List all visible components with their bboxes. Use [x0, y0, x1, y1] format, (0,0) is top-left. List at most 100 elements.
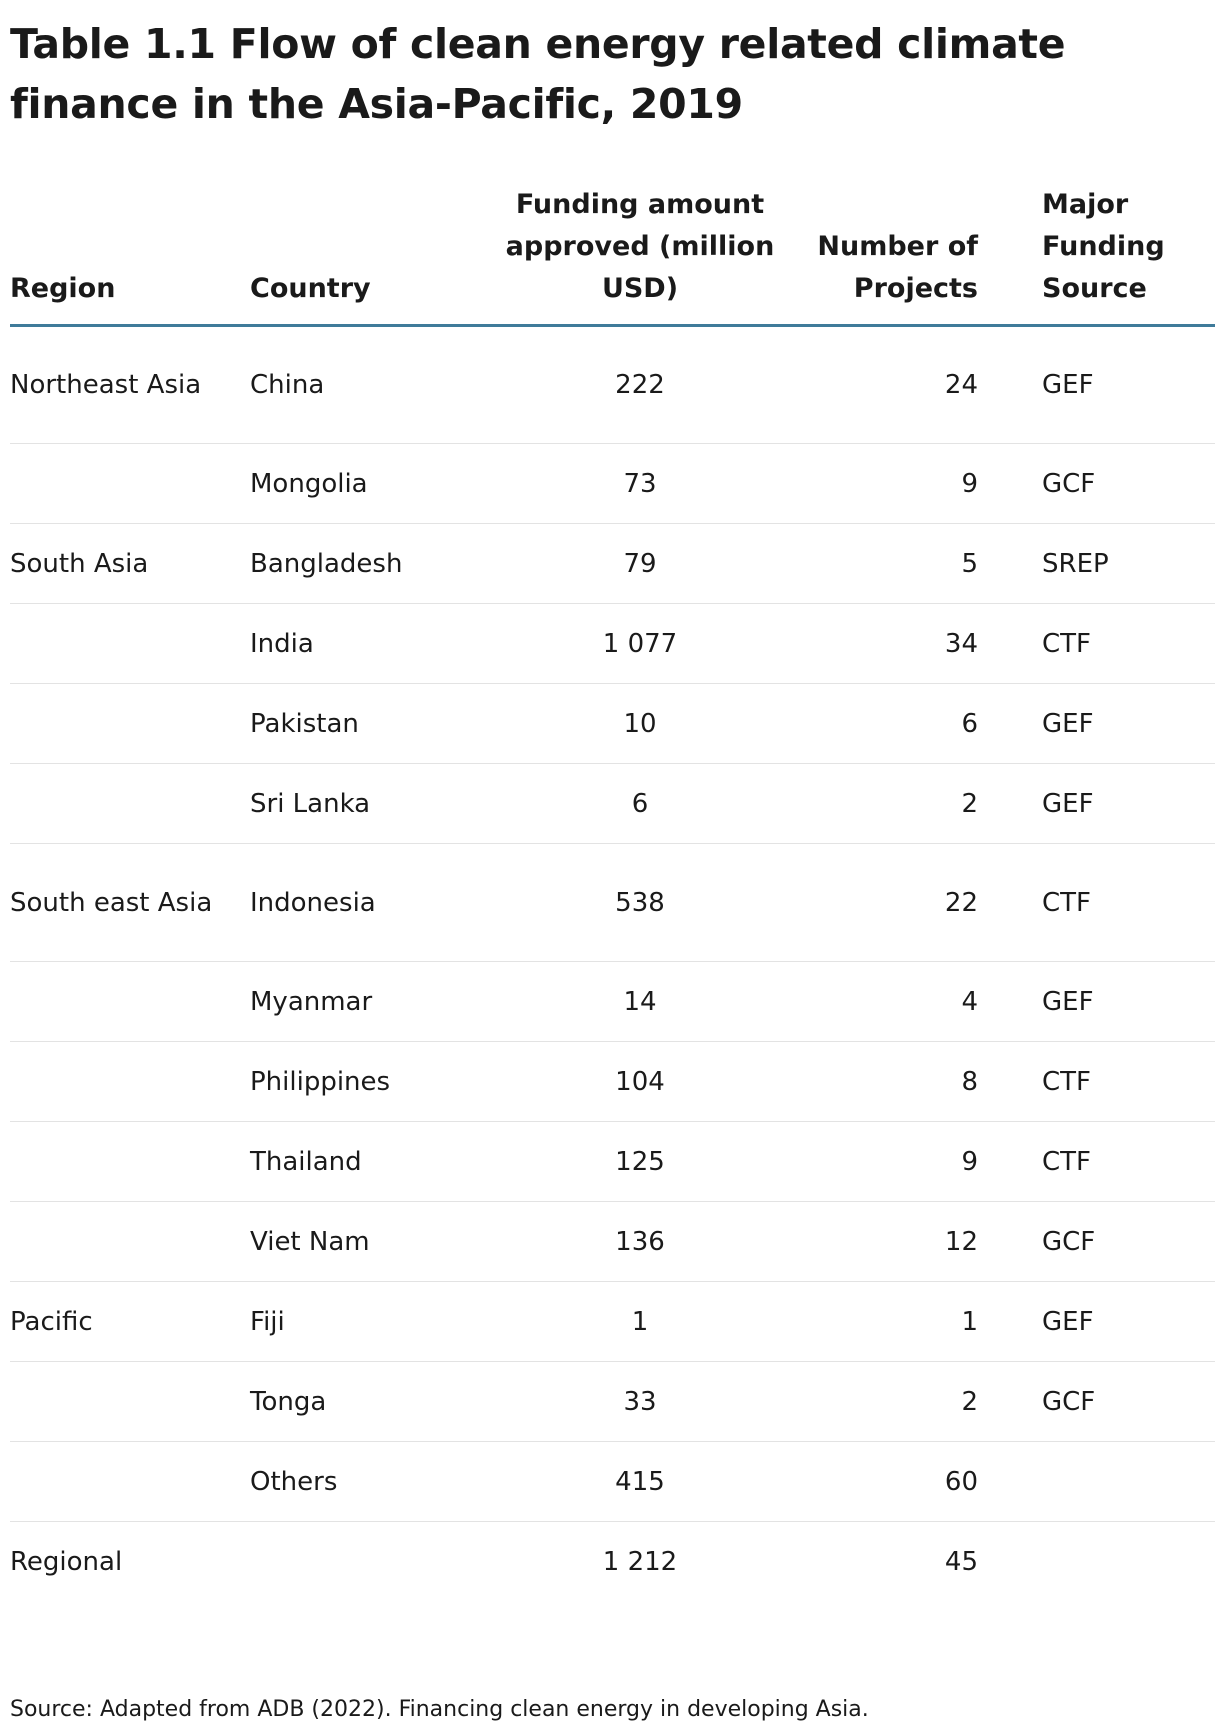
cell-region: [10, 763, 250, 844]
cell-source: CTF: [990, 1121, 1215, 1202]
header-country: Country: [250, 184, 490, 327]
table-title: Table 1.1 Flow of clean energy related c…: [10, 20, 1066, 128]
cell-region: Northeast Asia: [10, 325, 250, 444]
table-row: Sri Lanka 6 2 GEF: [10, 763, 1215, 844]
table-row: Viet Nam 136 12 GCF: [10, 1201, 1215, 1282]
cell-projects: 2: [790, 1361, 990, 1442]
table-row: Regional 1 212 45: [10, 1522, 1215, 1602]
cell-country: Sri Lanka: [250, 763, 490, 844]
cell-amount: 125: [490, 1121, 790, 1202]
table-row: Myanmar 14 4 GEF: [10, 961, 1215, 1042]
cell-amount: 79: [490, 523, 790, 604]
cell-country: Viet Nam: [250, 1201, 490, 1282]
cell-source: [990, 1522, 1215, 1602]
cell-projects: 9: [790, 443, 990, 524]
table-row: Pacific Fiji 1 1 GEF: [10, 1281, 1215, 1362]
cell-amount: 14: [490, 961, 790, 1042]
cell-projects: 45: [944, 1546, 978, 1577]
cell-amount: 10: [490, 683, 790, 764]
cell-projects: 24: [790, 325, 990, 444]
cell-region: [10, 1361, 250, 1442]
cell-region: South east Asia: [10, 843, 250, 962]
cell-amount: 1 212: [602, 1546, 678, 1577]
cell-region: South Asia: [10, 523, 250, 604]
table-row: Pakistan 10 6 GEF: [10, 683, 1215, 764]
cell-amount: 1 077: [490, 603, 790, 684]
cell-projects: 6: [790, 683, 990, 764]
climate-finance-table: Region Country Funding amount approved (…: [10, 184, 1215, 1602]
cell-amount: 104: [490, 1041, 790, 1122]
cell-projects: 34: [790, 603, 990, 684]
source-note: Source: Adapted from ADB (2022). Financi…: [10, 1697, 869, 1722]
header-funding-amount: Funding amount approved (million USD): [490, 184, 790, 327]
cell-country: India: [250, 603, 490, 684]
cell-amount: 136: [490, 1201, 790, 1282]
cell-source: SREP: [990, 523, 1215, 604]
cell-source: CTF: [990, 1041, 1215, 1122]
cell-region: [10, 683, 250, 764]
cell-amount: 415: [490, 1441, 790, 1522]
cell-source: GCF: [990, 1361, 1215, 1442]
table-header-row: Region Country Funding amount approved (…: [10, 184, 1215, 327]
cell-region: [10, 603, 250, 684]
cell-source: GCF: [990, 443, 1215, 524]
cell-amount: 33: [490, 1361, 790, 1442]
cell-projects: 4: [790, 961, 990, 1042]
header-region: Region: [10, 184, 250, 327]
header-number-of-projects: Number of Projects: [790, 184, 990, 327]
table-row: India 1 077 34 CTF: [10, 603, 1215, 684]
cell-country: China: [250, 325, 490, 444]
cell-projects: 2: [790, 763, 990, 844]
cell-country: Philippines: [250, 1041, 490, 1122]
header-major-funding-source: Major Funding Source: [990, 184, 1215, 327]
cell-country: Mongolia: [250, 443, 490, 524]
cell-source: GEF: [990, 683, 1215, 764]
table-row: Tonga 33 2 GCF: [10, 1361, 1215, 1442]
cell-country: Thailand: [250, 1121, 490, 1202]
cell-source: GCF: [990, 1201, 1215, 1282]
cell-source: GEF: [990, 961, 1215, 1042]
cell-country: Myanmar: [250, 961, 490, 1042]
cell-region: Regional: [10, 1546, 123, 1577]
cell-amount: 538: [490, 843, 790, 962]
cell-projects: 12: [790, 1201, 990, 1282]
table-row: Others 415 60: [10, 1441, 1215, 1522]
cell-country: Others: [250, 1441, 490, 1522]
cell-country: Fiji: [250, 1281, 490, 1362]
cell-country: Tonga: [250, 1361, 490, 1442]
cell-amount: 222: [490, 325, 790, 444]
cell-source: CTF: [990, 843, 1215, 962]
document-page: Table 1.1 Flow of clean energy related c…: [10, 14, 1215, 1722]
cell-country: Pakistan: [250, 683, 490, 764]
cell-region: [10, 961, 250, 1042]
cell-amount: 6: [490, 763, 790, 844]
cell-projects: 22: [790, 843, 990, 962]
cell-region: [10, 1441, 250, 1522]
cell-projects: 60: [790, 1441, 990, 1522]
table-row: South Asia Bangladesh 79 5 SREP: [10, 523, 1215, 604]
cell-projects: 9: [790, 1121, 990, 1202]
table-row: Thailand 125 9 CTF: [10, 1121, 1215, 1202]
cell-region: Pacific: [10, 1281, 250, 1362]
cell-amount: 73: [490, 443, 790, 524]
cell-country: Indonesia: [250, 843, 490, 962]
cell-region: [10, 1201, 250, 1282]
cell-source: GEF: [990, 1281, 1215, 1362]
cell-country: [250, 1522, 490, 1602]
table-row: South east Asia Indonesia 538 22 CTF: [10, 843, 1215, 962]
cell-projects: 1: [790, 1281, 990, 1362]
cell-source: [990, 1441, 1215, 1522]
cell-region: [10, 1121, 250, 1202]
table-row: Mongolia 73 9 GCF: [10, 443, 1215, 524]
cell-source: GEF: [990, 763, 1215, 844]
cell-projects: 8: [790, 1041, 990, 1122]
cell-source: GEF: [990, 325, 1215, 444]
table-row: Northeast Asia China 222 24 GEF: [10, 325, 1215, 444]
cell-projects: 5: [790, 523, 990, 604]
cell-amount: 1: [490, 1281, 790, 1362]
cell-country: Bangladesh: [250, 523, 490, 604]
cell-region: [10, 443, 250, 524]
cell-region: [10, 1041, 250, 1122]
cell-source: CTF: [990, 603, 1215, 684]
table-row: Philippines 104 8 CTF: [10, 1041, 1215, 1122]
